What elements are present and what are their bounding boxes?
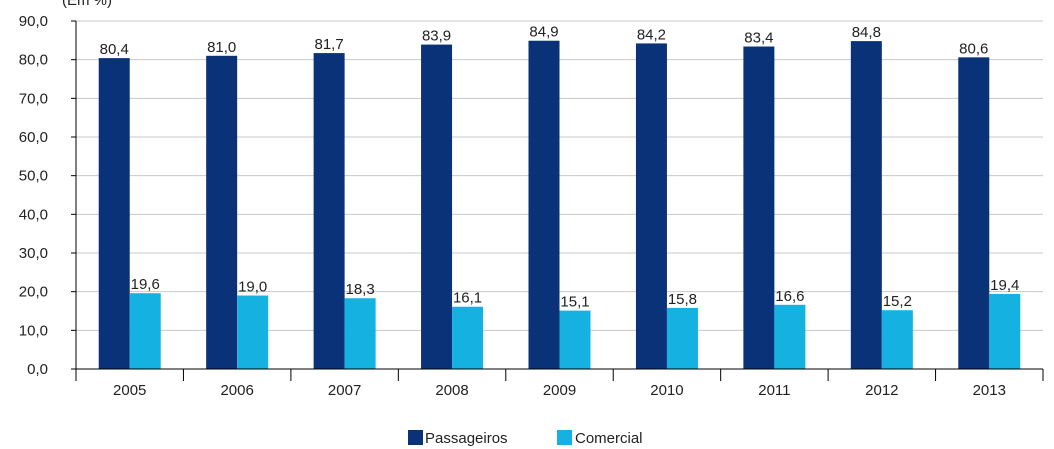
y-tick-label: 30,0	[19, 245, 48, 262]
data-label: 83,9	[422, 28, 451, 45]
x-tick-label: 2009	[543, 382, 576, 399]
x-tick-label: 2012	[865, 382, 898, 399]
bar-comercial-2005	[129, 293, 161, 369]
legend-label: Passageiros	[425, 430, 508, 447]
x-tick-label: 2005	[113, 382, 146, 399]
y-tick-label: 50,0	[19, 168, 48, 185]
data-label: 16,1	[453, 290, 482, 307]
bar-passageiros-2008	[421, 44, 453, 369]
bar-comercial-2008	[452, 306, 484, 369]
x-tick-label: 2008	[435, 382, 468, 399]
legend: Passageiros Comercial	[408, 430, 643, 447]
data-label: 16,6	[775, 288, 804, 305]
x-tick-label: 2013	[973, 382, 1006, 399]
bar-passageiros-2012	[850, 41, 882, 370]
y-tick-label: 70,0	[19, 90, 48, 107]
y-tick-label: 40,0	[19, 206, 48, 223]
bars: 80,4 19,6 81,0 19,0 81,7 18,3 83,9 16,1 84,9 15,1…	[98, 24, 1021, 370]
y-tick-label: 60,0	[19, 129, 48, 146]
bar-comercial-2013	[989, 293, 1021, 369]
bar-passageiros-2013	[958, 57, 990, 369]
bar-comercial-2010	[666, 307, 698, 369]
y-axis: 0,0 10,0 20,0 30,0 40,0 50,0 60,0 70,0 80,0 90,0	[19, 13, 77, 378]
data-label: 80,6	[959, 40, 988, 57]
bar-passageiros-2010	[635, 43, 667, 369]
data-label: 18,3	[346, 281, 375, 298]
data-label: 15,1	[560, 294, 589, 311]
bar-comercial-2006	[237, 295, 269, 369]
data-label: 84,2	[637, 26, 666, 43]
unit-label: (Em %)	[62, 0, 112, 9]
data-label: 81,7	[315, 36, 344, 53]
legend-swatch-comercial	[557, 430, 572, 445]
bar-passageiros-2011	[743, 46, 775, 370]
bar-passageiros-2005	[98, 58, 130, 370]
y-tick-label: 20,0	[19, 284, 48, 301]
data-label: 84,8	[852, 24, 881, 41]
x-tick-label: 2010	[650, 382, 683, 399]
y-tick-label: 90,0	[19, 13, 48, 30]
y-tick-label: 10,0	[19, 322, 48, 339]
bar-passageiros-2007	[313, 53, 345, 370]
x-axis: 2005 2006 2007 2008 2009 2010 2011 2012 2013	[75, 368, 1044, 399]
bar-comercial-2009	[559, 310, 591, 369]
y-tick-label: 80,0	[19, 52, 48, 69]
data-label: 15,2	[883, 293, 912, 310]
x-tick-label: 2011	[758, 382, 790, 399]
legend-swatch-passageiros	[408, 430, 423, 445]
y-tick-label: 0,0	[27, 361, 48, 378]
data-label: 19,6	[131, 276, 160, 293]
legend-label: Comercial	[575, 430, 643, 447]
bar-comercial-2007	[344, 298, 376, 369]
data-label: 80,4	[100, 41, 129, 58]
bar-passageiros-2009	[528, 40, 560, 369]
data-label: 84,9	[529, 24, 558, 41]
data-label: 19,4	[990, 277, 1019, 294]
data-label: 83,4	[744, 30, 773, 47]
data-label: 19,0	[238, 279, 267, 296]
x-tick-label: 2007	[328, 382, 361, 399]
bar-comercial-2012	[881, 310, 913, 369]
bar-comercial-2011	[774, 304, 806, 369]
bar-passageiros-2006	[206, 55, 238, 370]
x-tick-label: 2006	[220, 382, 253, 399]
data-label: 81,0	[207, 39, 236, 56]
data-label: 15,8	[668, 291, 697, 308]
